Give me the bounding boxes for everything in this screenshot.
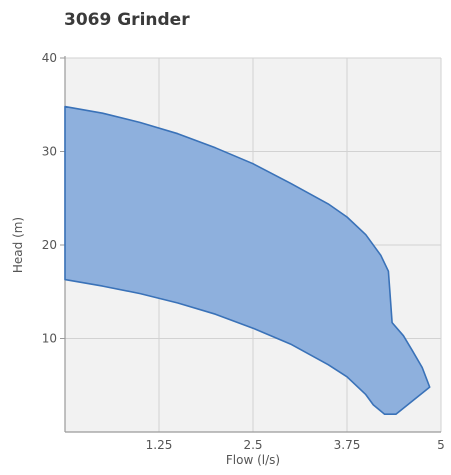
y-tick-label: 10 xyxy=(42,332,57,346)
performance-area xyxy=(64,105,431,415)
tick-labels: 10 20 30 40 1.25 2.5 3.75 5 xyxy=(42,51,445,452)
x-tick-label: 3.75 xyxy=(334,438,361,452)
y-tick-label: 20 xyxy=(42,238,57,252)
y-tick-label: 30 xyxy=(42,145,57,159)
x-tick-label: 2.5 xyxy=(243,438,262,452)
chart-title: 3069 Grinder xyxy=(64,10,190,30)
y-tick-label: 40 xyxy=(42,51,57,65)
x-tick-label: 5 xyxy=(437,438,445,452)
x-axis-label: Flow (l/s) xyxy=(226,453,280,467)
operating-range-area xyxy=(64,105,431,415)
y-axis-label: Head (m) xyxy=(11,217,25,273)
x-tick-label: 1.25 xyxy=(146,438,173,452)
